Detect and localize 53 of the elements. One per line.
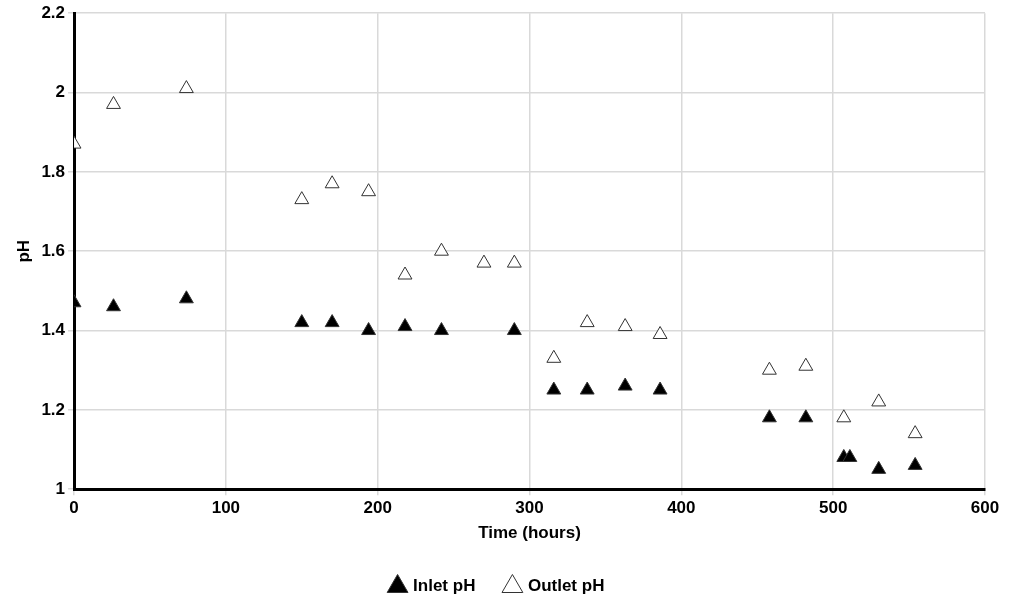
point: [434, 322, 449, 336]
y-tick-label: 1.4: [41, 320, 66, 340]
y-axis-title: pH: [13, 239, 33, 263]
y-tick-label: 1.8: [41, 161, 66, 181]
point: [798, 357, 814, 371]
point: [506, 322, 522, 336]
point: [836, 409, 852, 423]
x-axis-title: Time (hours): [478, 523, 581, 543]
point: [761, 361, 777, 375]
point: [617, 318, 633, 332]
legend-label: Inlet pH: [413, 576, 476, 596]
point: [652, 381, 668, 395]
point: [324, 314, 340, 328]
x-tick-label: 100: [211, 498, 241, 518]
y-tick-label: 2: [55, 82, 66, 102]
point: [798, 409, 814, 423]
x-tick-label: 200: [363, 498, 392, 518]
point: [546, 349, 562, 363]
y-tick-label: 2.2: [41, 2, 66, 22]
y-tick-label: 1.6: [41, 240, 66, 260]
point: [842, 448, 858, 462]
point: [506, 254, 522, 268]
y-tick-label: 1.2: [41, 399, 66, 419]
point: [652, 326, 668, 339]
x-tick-label: 600: [970, 498, 1000, 518]
point: [361, 322, 377, 336]
point: [579, 381, 595, 395]
point: [761, 409, 777, 423]
point: [294, 314, 310, 328]
point: [397, 266, 413, 280]
point: [106, 95, 121, 109]
point: [294, 191, 310, 205]
point: [476, 254, 492, 268]
x-tick-label: 400: [667, 498, 696, 518]
y-tick-label: 1: [55, 478, 66, 498]
point: [324, 175, 340, 189]
point: [871, 460, 887, 474]
point: [907, 425, 923, 439]
point: [434, 242, 449, 256]
x-tick-label: 0: [69, 498, 79, 518]
point: [907, 456, 923, 470]
point: [106, 298, 121, 312]
point: [546, 381, 562, 395]
point: [178, 290, 194, 304]
point: [579, 314, 595, 328]
point: [617, 377, 633, 391]
legend-label: Outlet pH: [527, 576, 605, 596]
point: [397, 318, 413, 332]
point: [871, 393, 887, 407]
point: [361, 183, 377, 197]
x-tick-label: 300: [515, 498, 544, 518]
point: [178, 80, 194, 94]
x-tick-label: 500: [818, 498, 848, 518]
